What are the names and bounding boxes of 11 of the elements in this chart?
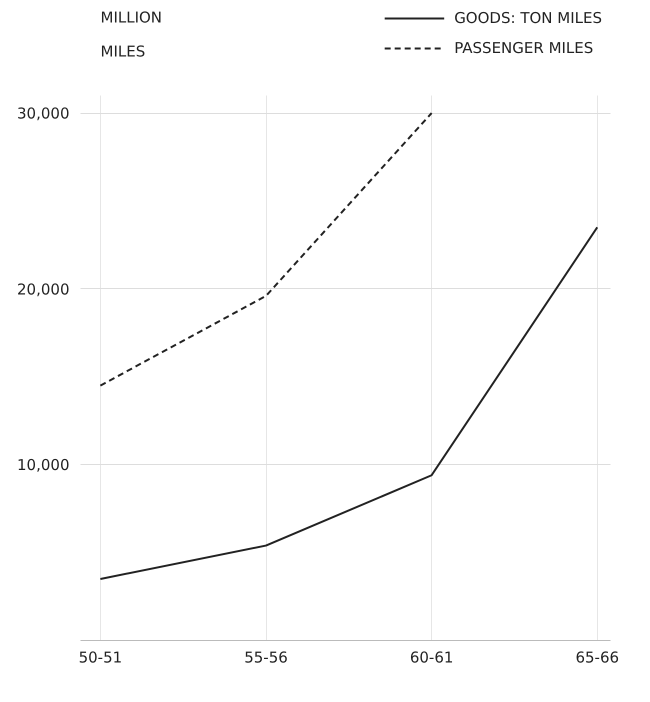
- legend-label: PASSENGER MILES: [454, 39, 594, 57]
- y-tick-label: 30,000: [17, 104, 70, 123]
- x-tick-label: 65-66: [575, 648, 620, 666]
- x-tick-label: 60-61: [410, 648, 454, 666]
- legend-label: GOODS: TON MILES: [454, 9, 602, 27]
- line-series: [99, 226, 598, 580]
- y-tick-label: 20,000: [17, 280, 70, 298]
- x-tick-label: 55-56: [244, 648, 288, 666]
- y-axis-title: MILLION MILES: [100, 8, 162, 61]
- y-tick-label: 10,000: [17, 456, 70, 474]
- x-tick-label: 50-51: [78, 648, 122, 666]
